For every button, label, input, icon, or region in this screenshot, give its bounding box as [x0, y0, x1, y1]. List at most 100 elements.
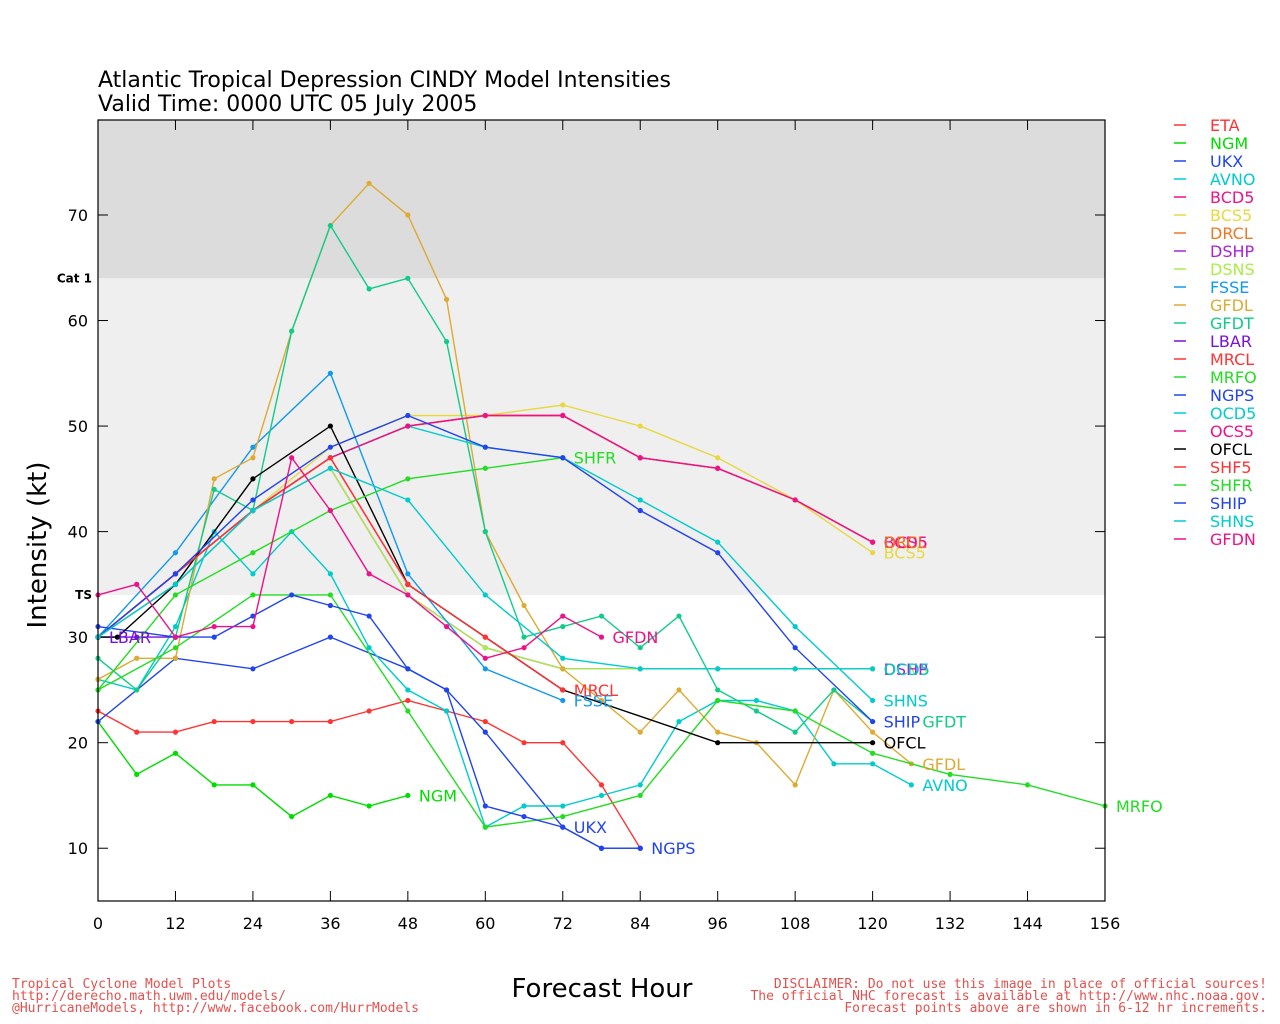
data-point-gfdn — [521, 645, 527, 651]
footer-increment-note: Forecast points above are shown in 6-12 … — [844, 1001, 1267, 1016]
data-point-gfdt — [831, 687, 837, 693]
data-point-ngm — [405, 792, 411, 799]
data-point-shns — [250, 507, 256, 514]
legend-item-shfr: SHFR — [1210, 476, 1253, 495]
data-point-gfdn — [482, 655, 488, 661]
data-point-shf5 — [482, 634, 488, 640]
data-point-gfdt — [715, 687, 721, 693]
data-point-eta — [327, 718, 333, 725]
data-point-ngps — [289, 592, 295, 598]
data-point-gfdt — [289, 328, 295, 334]
data-point-gfdl — [366, 180, 372, 186]
band-label: TS — [75, 588, 92, 602]
legend-item-shf5: SHF5 — [1210, 458, 1252, 477]
legend-item-gfdl: GFDL — [1210, 296, 1253, 315]
data-point-gfdt — [598, 613, 605, 619]
data-point-shns — [870, 666, 876, 672]
data-point-mrfo — [405, 708, 411, 714]
data-point-eta — [289, 718, 295, 725]
end-label-gfdn: GFDN — [613, 628, 659, 647]
data-point-mrfo — [715, 697, 721, 704]
data-point-gfdl — [134, 655, 140, 661]
chart-title: Atlantic Tropical Depression CINDY Model… — [98, 68, 671, 93]
y-tick-label: 40 — [68, 523, 88, 542]
data-point-bcs5 — [637, 423, 643, 429]
x-tick-label: 72 — [553, 914, 573, 933]
data-point-ngm — [366, 803, 372, 809]
data-point-dsns — [482, 645, 488, 651]
data-point-shf5 — [405, 581, 411, 587]
data-point-gfdn — [134, 581, 140, 587]
data-point-gfdt — [521, 634, 527, 640]
data-point-ship — [560, 455, 566, 461]
data-point-gfdn — [172, 634, 179, 640]
data-point-ngps — [637, 845, 643, 851]
x-tick-label: 36 — [320, 914, 340, 933]
data-point-fsse — [405, 571, 411, 577]
data-point-avno — [521, 803, 527, 809]
data-point-avno — [831, 761, 837, 767]
series-line-mrfo — [97, 594, 1106, 828]
data-point-ocd5 — [792, 623, 798, 630]
data-point-ship — [172, 571, 179, 577]
legend-item-ngps: NGPS — [1210, 386, 1254, 405]
data-point-fsse — [172, 550, 179, 556]
footer-disclaimer: DISCLAIMER: Do not use this image in pla… — [774, 977, 1267, 992]
data-point-ofcl — [870, 740, 876, 746]
end-label-ocs5: OCS5 — [884, 533, 928, 552]
data-point-ship — [715, 550, 721, 556]
data-point-gfdn — [250, 623, 256, 630]
data-point-shf5 — [327, 455, 333, 461]
end-label-fsse: FSSE — [574, 691, 613, 710]
data-point-ofcl — [715, 740, 721, 746]
band-cat-1 — [98, 120, 1105, 279]
x-tick-label: 24 — [243, 914, 263, 933]
series-line-gfdn — [97, 456, 602, 660]
data-point-gfdl — [598, 697, 605, 704]
data-point-eta — [405, 697, 411, 704]
intensity-category-bands: TS Cat 1 — [57, 120, 1105, 602]
data-point-fsse — [250, 444, 256, 450]
data-point-ocs5 — [560, 412, 566, 419]
data-point-ngps — [482, 803, 488, 809]
legend-item-bcs5: BCS5 — [1210, 206, 1252, 225]
data-point-ofcl — [114, 634, 120, 640]
x-tick-label: 12 — [165, 914, 185, 933]
plot-frame — [97, 119, 1106, 902]
data-point-mrfo — [1024, 782, 1031, 788]
x-tick-label: 108 — [780, 914, 811, 933]
data-point-ship — [637, 507, 643, 514]
data-point-gfdt — [405, 275, 411, 281]
data-point-eta — [366, 708, 372, 714]
x-tick-label: 120 — [857, 914, 888, 933]
data-point-gfdl — [443, 296, 450, 303]
data-point-avno — [560, 803, 566, 809]
data-point-fsse — [327, 370, 333, 376]
data-point-eta — [211, 718, 217, 725]
data-point-ship — [405, 412, 411, 419]
end-label-mrfo: MRFO — [1116, 797, 1163, 816]
data-point-gfdt — [560, 623, 566, 630]
data-point-ngps — [405, 666, 411, 672]
data-point-ngm — [327, 792, 333, 799]
data-point-gfdt — [792, 729, 798, 735]
data-point-gfdt — [676, 613, 682, 619]
data-point-mrfo — [947, 771, 953, 777]
data-point-shns — [172, 581, 179, 587]
x-tick-label: 60 — [475, 914, 495, 933]
data-point-gfdl — [521, 602, 527, 609]
y-tick-label: 70 — [68, 206, 88, 225]
x-tick-label: 132 — [935, 914, 966, 933]
band-label: Cat 1 — [57, 271, 92, 285]
legend-item-dsns: DSNS — [1210, 260, 1255, 279]
data-point-lbar — [134, 634, 140, 640]
end-label-lbar: LBAR — [109, 628, 151, 647]
end-label-shns: SHNS — [884, 691, 928, 710]
end-label-gfdt: GFDT — [922, 713, 966, 732]
data-point-ukx — [482, 729, 488, 735]
data-point-ngm — [134, 771, 140, 777]
legend-item-bcd5: BCD5 — [1210, 188, 1254, 207]
data-point-avno — [676, 718, 682, 725]
end-label-ofcl: OFCL — [884, 734, 926, 753]
legend-item-gfdt: GFDT — [1210, 314, 1254, 333]
